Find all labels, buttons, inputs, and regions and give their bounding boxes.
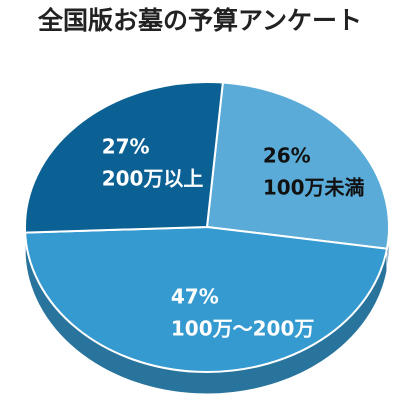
value-label: 27% xyxy=(102,134,150,158)
pie-slice xyxy=(24,225,389,373)
category-label: 100万未満 xyxy=(263,176,365,200)
chart-title: 全国版お墓の予算アンケート xyxy=(37,6,362,35)
value-label: 26% xyxy=(263,144,311,168)
category-label: 100万～200万 xyxy=(171,316,315,340)
pie-slice xyxy=(24,81,224,234)
pie-slice xyxy=(205,81,390,250)
category-label: 200万以上 xyxy=(102,166,204,190)
value-label: 47% xyxy=(171,284,219,308)
